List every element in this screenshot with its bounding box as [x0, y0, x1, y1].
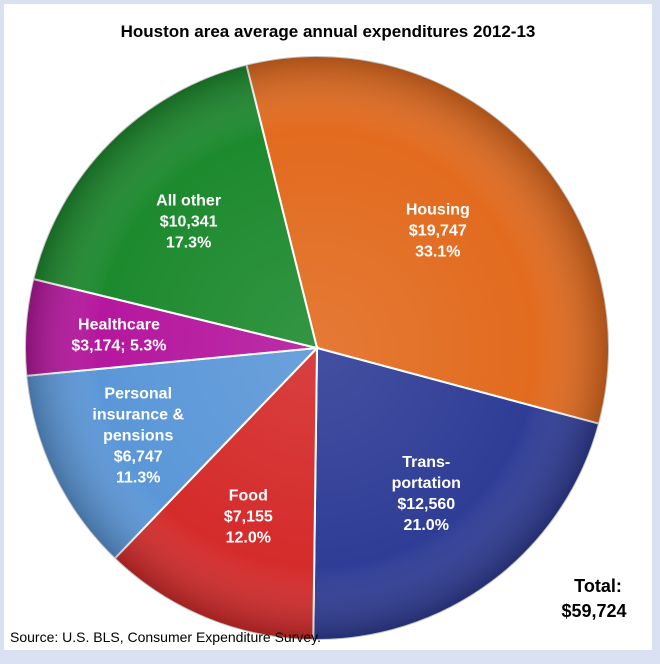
- slice-label-personal-insurance-pensions: Personal insurance & pensions $6,747 11.3%: [92, 385, 184, 486]
- slice-label-food: Food $7,155 12.0%: [224, 487, 273, 546]
- slice-labels: Housing $19,747 33.1% Trans-portation $12,56…: [71, 192, 469, 546]
- chart-title: Houston area average annual expenditures…: [121, 22, 536, 41]
- slice-label-housing: Housing $19,747 33.1%: [406, 201, 470, 260]
- pie-chart: Houston area average annual expenditures…: [10, 22, 627, 645]
- total-value: $59,724: [561, 601, 626, 621]
- slice-label-all-other: All other $10,341 17.3%: [156, 192, 221, 251]
- source-note: Source: U.S. BLS, Consumer Expenditure S…: [10, 629, 321, 645]
- chart-frame: Houston area average annual expenditures…: [4, 4, 652, 650]
- slice-label-healthcare: Healthcare $3,174; 5.3%: [71, 316, 166, 354]
- total-label: Total:: [574, 576, 622, 596]
- slice-label-transportation: Trans-portation $12,560 21.0%: [392, 454, 461, 534]
